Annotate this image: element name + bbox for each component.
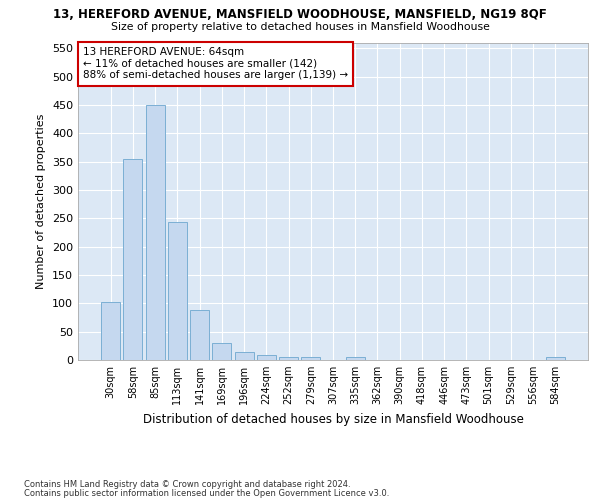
Bar xyxy=(279,357,298,360)
Bar xyxy=(212,343,231,360)
Bar xyxy=(124,158,142,360)
Bar xyxy=(101,302,120,360)
Bar xyxy=(168,222,187,360)
Bar xyxy=(146,106,164,360)
Text: 13 HEREFORD AVENUE: 64sqm
← 11% of detached houses are smaller (142)
88% of semi: 13 HEREFORD AVENUE: 64sqm ← 11% of detac… xyxy=(83,48,348,80)
Y-axis label: Number of detached properties: Number of detached properties xyxy=(37,114,46,289)
Bar xyxy=(346,357,365,360)
Text: 13, HEREFORD AVENUE, MANSFIELD WOODHOUSE, MANSFIELD, NG19 8QF: 13, HEREFORD AVENUE, MANSFIELD WOODHOUSE… xyxy=(53,8,547,20)
X-axis label: Distribution of detached houses by size in Mansfield Woodhouse: Distribution of detached houses by size … xyxy=(143,412,523,426)
Text: Size of property relative to detached houses in Mansfield Woodhouse: Size of property relative to detached ho… xyxy=(110,22,490,32)
Bar xyxy=(257,355,276,360)
Bar xyxy=(190,310,209,360)
Text: Contains HM Land Registry data © Crown copyright and database right 2024.: Contains HM Land Registry data © Crown c… xyxy=(24,480,350,489)
Bar xyxy=(546,357,565,360)
Text: Contains public sector information licensed under the Open Government Licence v3: Contains public sector information licen… xyxy=(24,488,389,498)
Bar xyxy=(235,352,254,360)
Bar xyxy=(301,357,320,360)
